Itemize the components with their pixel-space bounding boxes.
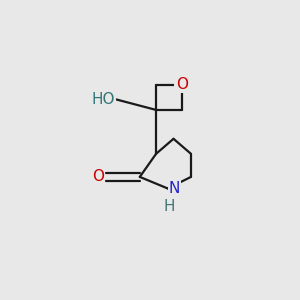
- Text: N: N: [169, 181, 180, 196]
- Text: O: O: [176, 77, 188, 92]
- Text: H: H: [163, 199, 175, 214]
- Text: O: O: [92, 169, 104, 184]
- Text: HO: HO: [91, 92, 115, 107]
